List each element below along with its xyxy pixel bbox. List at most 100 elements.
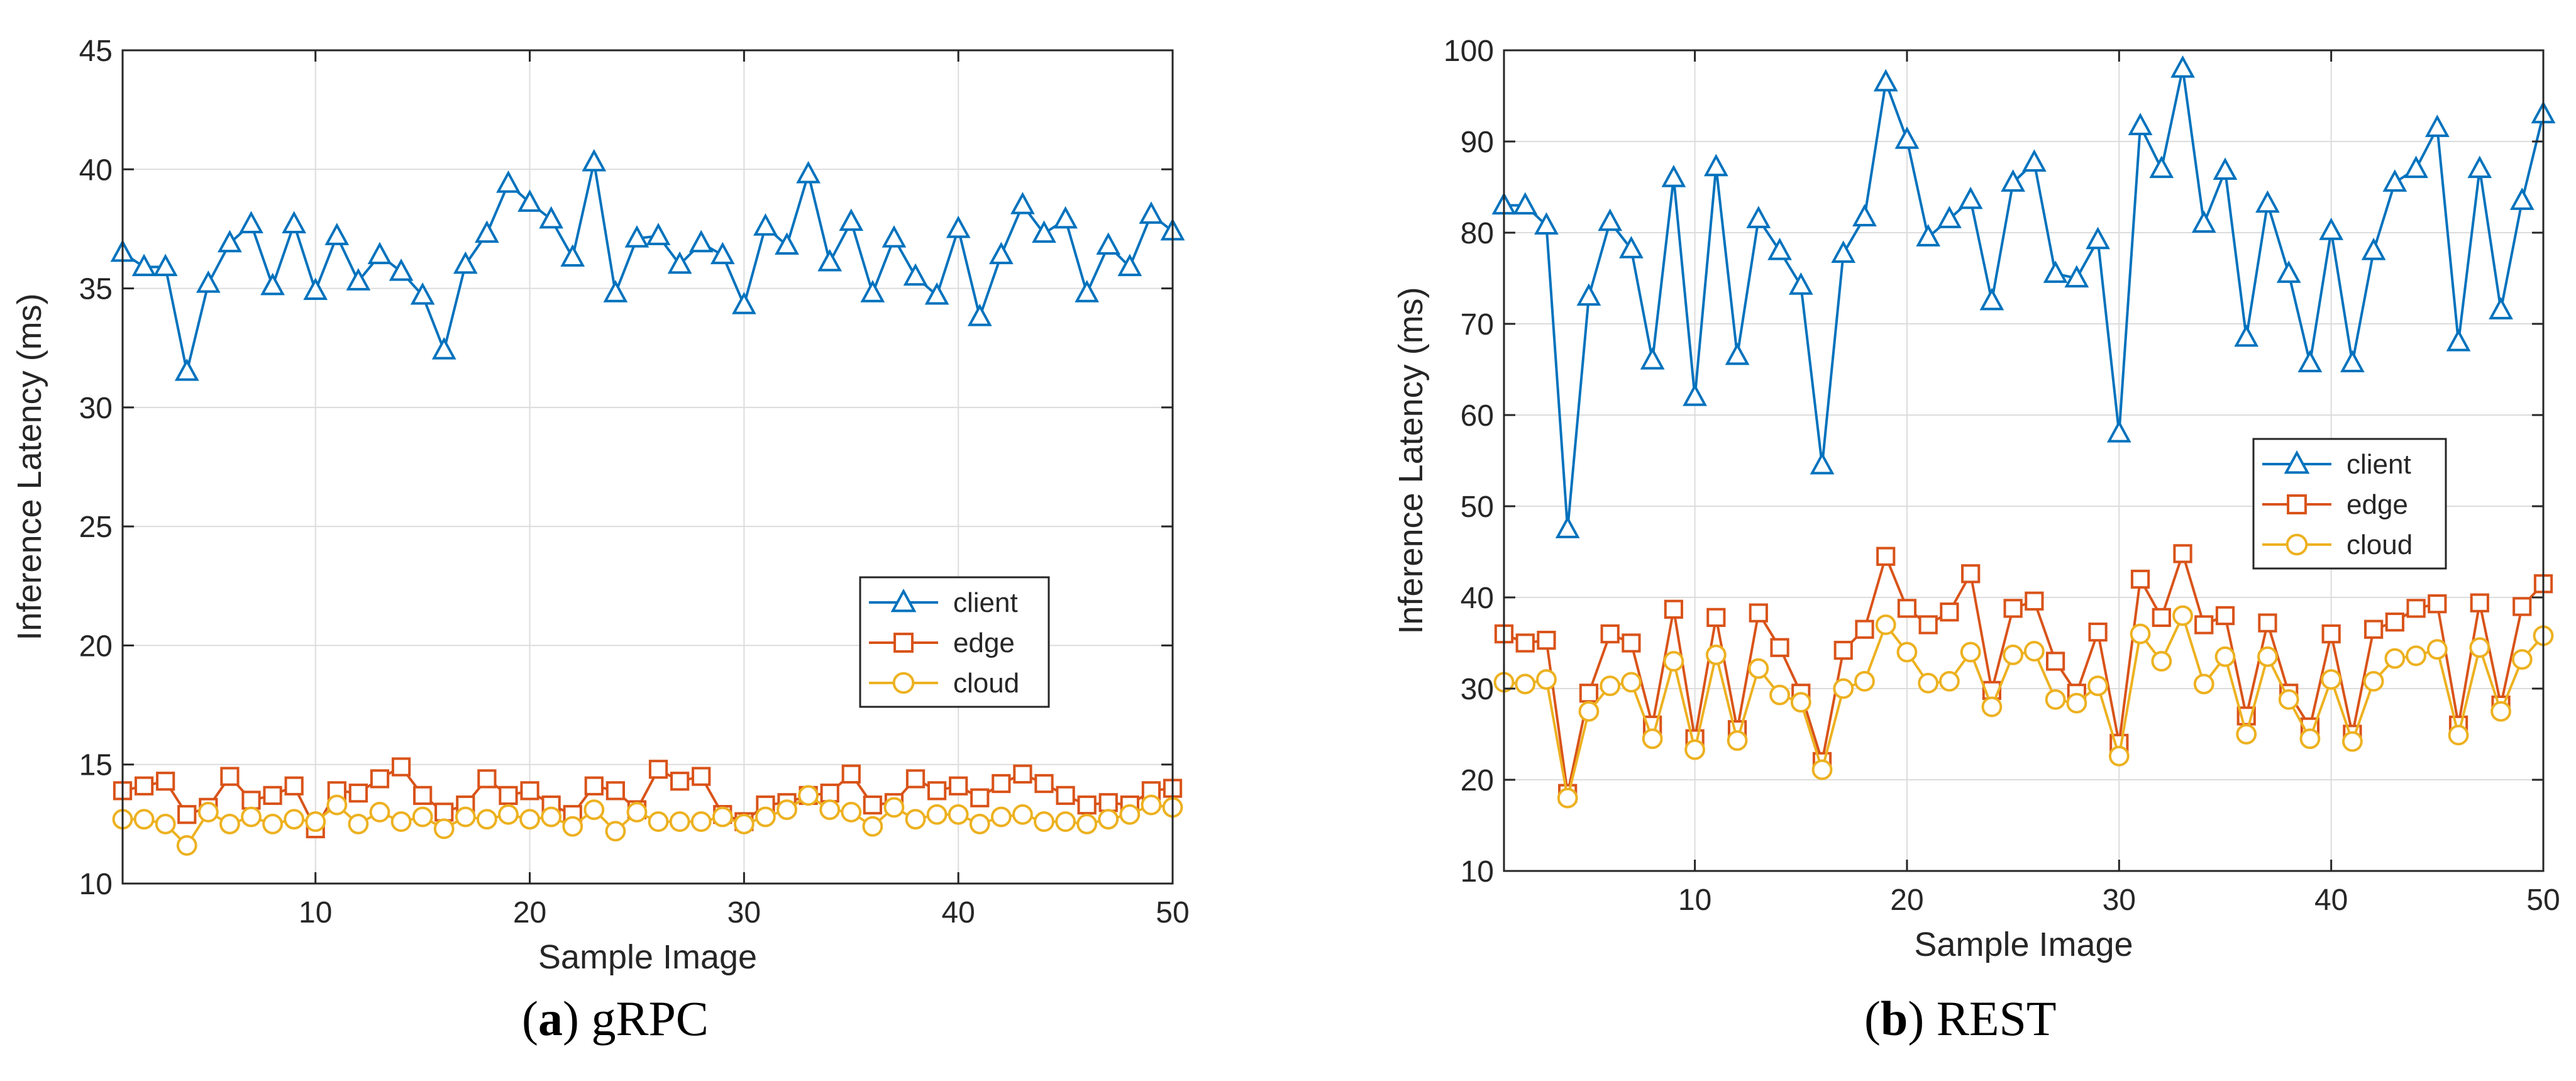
point-cloud [2236, 724, 2257, 745]
point-cloud [2363, 671, 2384, 692]
point-client [303, 277, 328, 300]
y-tick-label: 20 [79, 629, 113, 663]
x-tick-label: 20 [513, 896, 546, 929]
point-client [539, 206, 563, 229]
point-edge [1770, 638, 1789, 657]
point-client [1937, 206, 1962, 228]
caption-grpc: (a) gRPC [522, 991, 709, 1046]
point-client [796, 160, 821, 184]
point-edge [284, 776, 304, 796]
point-client [988, 241, 1014, 265]
y-tick-label: 25 [79, 511, 113, 544]
point-edge [605, 781, 625, 801]
point-edge [499, 785, 518, 806]
point-cloud [2448, 724, 2469, 746]
point-cloud [1536, 669, 1557, 690]
point-cloud [155, 813, 176, 834]
point-cloud [326, 794, 348, 816]
point-edge [2406, 599, 2426, 618]
x-tick-label: 10 [299, 896, 332, 929]
point-client [2213, 157, 2238, 180]
point-client [282, 211, 307, 233]
point-cloud [1896, 641, 1918, 663]
point-client [218, 230, 242, 253]
point-client [431, 337, 456, 360]
point-cloud [1515, 674, 1536, 695]
point-edge [1600, 624, 1620, 644]
y-tick-label: 40 [1461, 582, 1494, 615]
point-cloud [1076, 813, 1098, 834]
legend-marker-edge [2287, 494, 2307, 514]
point-client [2170, 55, 2195, 78]
point-edge [1622, 633, 1641, 653]
series-line-cloud [1503, 614, 2545, 799]
point-cloud [2511, 649, 2533, 670]
y-axis-label: Inference Latency (ms) [1392, 287, 1430, 634]
point-cloud [519, 809, 540, 830]
point-edge [2194, 615, 2214, 635]
point-cloud [1557, 787, 1578, 809]
point-client [1139, 201, 1164, 224]
point-cloud [133, 809, 155, 830]
x-axis-label: Sample Image [538, 938, 757, 976]
point-client [667, 251, 692, 274]
chart-grpc: 10 20 30 40 50 10 15 20 25 30 35 40 45 Sample Image In… [11, 35, 1190, 976]
point-cloud [1034, 811, 1054, 832]
point-edge [413, 785, 433, 806]
caption-letter: a [538, 991, 563, 1046]
point-client [2340, 350, 2365, 372]
point-edge [2258, 613, 2277, 633]
point-client [2467, 155, 2492, 179]
point-client [2064, 265, 2089, 288]
point-client [324, 223, 350, 245]
point-cloud [412, 806, 433, 828]
point-cloud [498, 804, 519, 825]
point-edge [520, 781, 539, 801]
point-edge [1897, 599, 1917, 618]
point-cloud [262, 813, 283, 834]
point-cloud [2172, 605, 2193, 626]
point-edge [863, 795, 882, 815]
point-cloud [648, 811, 669, 832]
point-edge [348, 784, 368, 803]
point-edge [1706, 607, 1726, 628]
point-cloud [1642, 728, 1663, 750]
point-cloud [1098, 809, 1119, 830]
point-edge [949, 776, 968, 796]
legend: client edge cloud [859, 576, 1050, 708]
point-edge [1961, 564, 1981, 584]
point-cloud [2193, 674, 2214, 695]
point-client [732, 292, 756, 314]
point-cloud [2426, 639, 2448, 660]
y-axis-label: Inference Latency (ms) [11, 293, 48, 640]
point-edge [2173, 544, 2192, 563]
point-client [517, 189, 542, 212]
point-client [346, 268, 371, 291]
point-cloud [862, 816, 883, 837]
point-edge [1013, 764, 1032, 784]
point-cloud [2406, 645, 2426, 667]
point-client [775, 232, 799, 255]
y-tick-label: 80 [1461, 217, 1494, 250]
point-client [560, 244, 585, 267]
point-edge [692, 767, 711, 786]
point-edge [1034, 773, 1054, 794]
point-client [2022, 149, 2047, 172]
point-client [1746, 206, 1771, 228]
point-cloud [690, 811, 712, 832]
point-client [1513, 192, 1538, 215]
point-cloud [284, 809, 305, 830]
y-tick-label: 40 [79, 153, 113, 187]
plot-area [123, 50, 1173, 884]
point-client [839, 208, 864, 231]
point-cloud [926, 804, 948, 825]
point-cloud [1981, 696, 2003, 718]
point-client [924, 282, 949, 305]
point-client [2404, 155, 2428, 179]
point-client [1555, 516, 1580, 538]
point-client [1894, 126, 1920, 149]
series-line-edge [1503, 552, 2545, 795]
point-client [2446, 329, 2471, 352]
point-cloud [1119, 804, 1141, 825]
point-client [2489, 297, 2513, 319]
